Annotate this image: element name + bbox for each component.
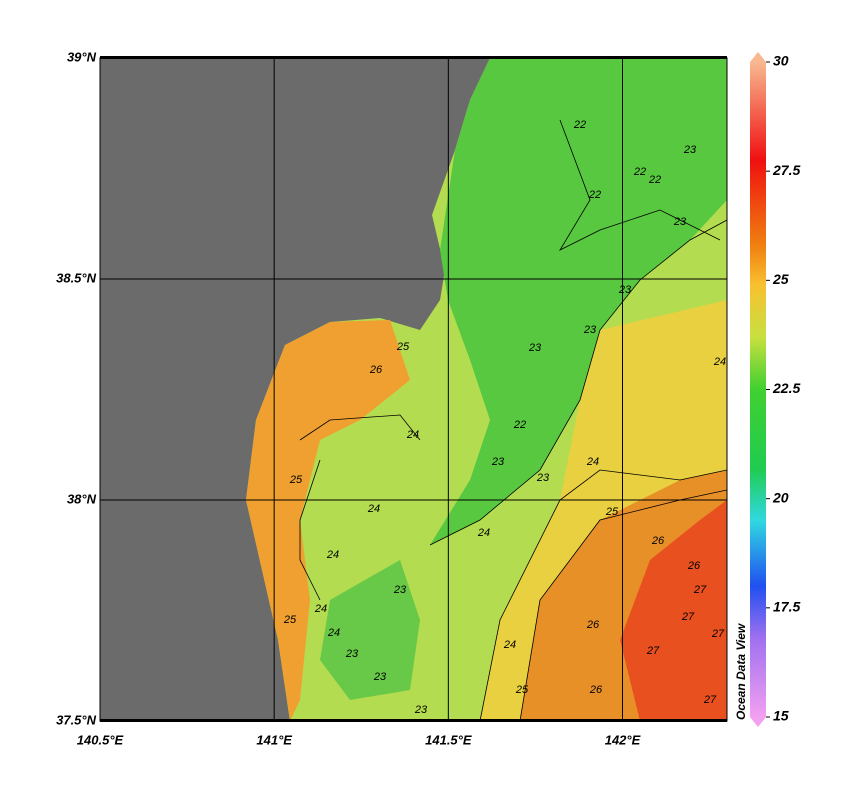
contour-label: 26 (651, 535, 665, 547)
contour-label: 24 (367, 503, 380, 515)
yellow-band (480, 300, 727, 721)
warm-coast (246, 320, 410, 721)
contour-label: 24 (713, 356, 726, 368)
y-tick-label: 37.5°N (56, 712, 97, 727)
contour-label: 23 (683, 144, 697, 156)
colorbar-tick-label: 20 (772, 489, 789, 505)
y-tick-label: 38°N (67, 491, 97, 506)
contour-label: 25 (289, 474, 303, 486)
green-zone (320, 560, 420, 700)
contour-label: 24 (326, 549, 339, 561)
contour-label: 24 (586, 456, 599, 468)
contour-label: 27 (681, 611, 695, 623)
contour-line (519, 489, 727, 721)
contour-line (558, 119, 721, 251)
colorbar-tick-label: 30 (773, 53, 789, 69)
x-tick-label: 141.5°E (425, 732, 472, 747)
contour-label: 24 (406, 429, 419, 441)
x-tick-label: 142°E (605, 732, 641, 747)
contour-label: 27 (693, 584, 707, 596)
contour-label: 22 (648, 174, 661, 186)
contour-label: 26 (586, 619, 600, 631)
y-tick-label: 39°N (67, 49, 97, 64)
colorbar: Ocean Data View 30 27.5 25 22.5 20 17.5 15 (734, 52, 800, 727)
contour-label: 23 (528, 342, 542, 354)
contour-label: 23 (673, 216, 687, 228)
contour-label: 23 (373, 671, 387, 683)
colorbar-tick-label: 27.5 (772, 162, 800, 178)
x-tick-label: 140.5°E (77, 732, 124, 747)
colorbar-tick-label: 17.5 (773, 599, 800, 615)
colorbar-tick-label: 22.5 (772, 380, 800, 396)
contour-label: 23 (491, 456, 505, 468)
contour-label: 22 (633, 166, 646, 178)
contour-label: 25 (515, 684, 529, 696)
colorbar-tick-label: 25 (772, 271, 789, 287)
contour-label: 26 (589, 684, 603, 696)
contour-label: 27 (646, 645, 660, 657)
contour-label: 27 (703, 694, 717, 706)
contour-label: 24 (503, 639, 516, 651)
contour-label: 25 (396, 341, 410, 353)
contour-line (299, 414, 421, 601)
colorbar-arrow (750, 717, 766, 727)
contour-label: 22 (513, 419, 526, 431)
contour-label: 25 (283, 614, 297, 626)
contour-label: 24 (477, 527, 490, 539)
contour-label: 24 (327, 627, 340, 639)
contour-label: 27 (711, 628, 725, 640)
watermark: Ocean Data View (734, 623, 748, 720)
contour-label: 23 (345, 648, 359, 660)
contour-line (429, 219, 727, 546)
colorbar-arrow (750, 52, 766, 62)
contour-label: 23 (414, 704, 428, 716)
contour-label: 26 (687, 560, 701, 572)
field (100, 58, 727, 721)
hot-offshore (620, 500, 727, 721)
green-zone (430, 58, 727, 545)
contour-label: 25 (605, 506, 619, 518)
contour-label: 22 (573, 119, 586, 131)
contour-label: 23 (536, 472, 550, 484)
contour-label: 26 (369, 364, 383, 376)
colorbar-tick-label: 15 (773, 708, 789, 724)
contour-line (479, 469, 727, 721)
contour-label: 23 (393, 584, 407, 596)
contour-label: 24 (314, 603, 327, 615)
grid: 140.5°E 141°E 141.5°E 142°E 37.5°N 38°N 38.5°N… (56, 49, 727, 747)
contour-label: 22 (588, 189, 601, 201)
contour-label: 23 (583, 324, 597, 336)
colorbar-gradient (750, 62, 766, 717)
x-tick-label: 141°E (256, 732, 292, 747)
contour-label: 23 (618, 284, 632, 296)
y-tick-label: 38.5°N (56, 270, 97, 285)
